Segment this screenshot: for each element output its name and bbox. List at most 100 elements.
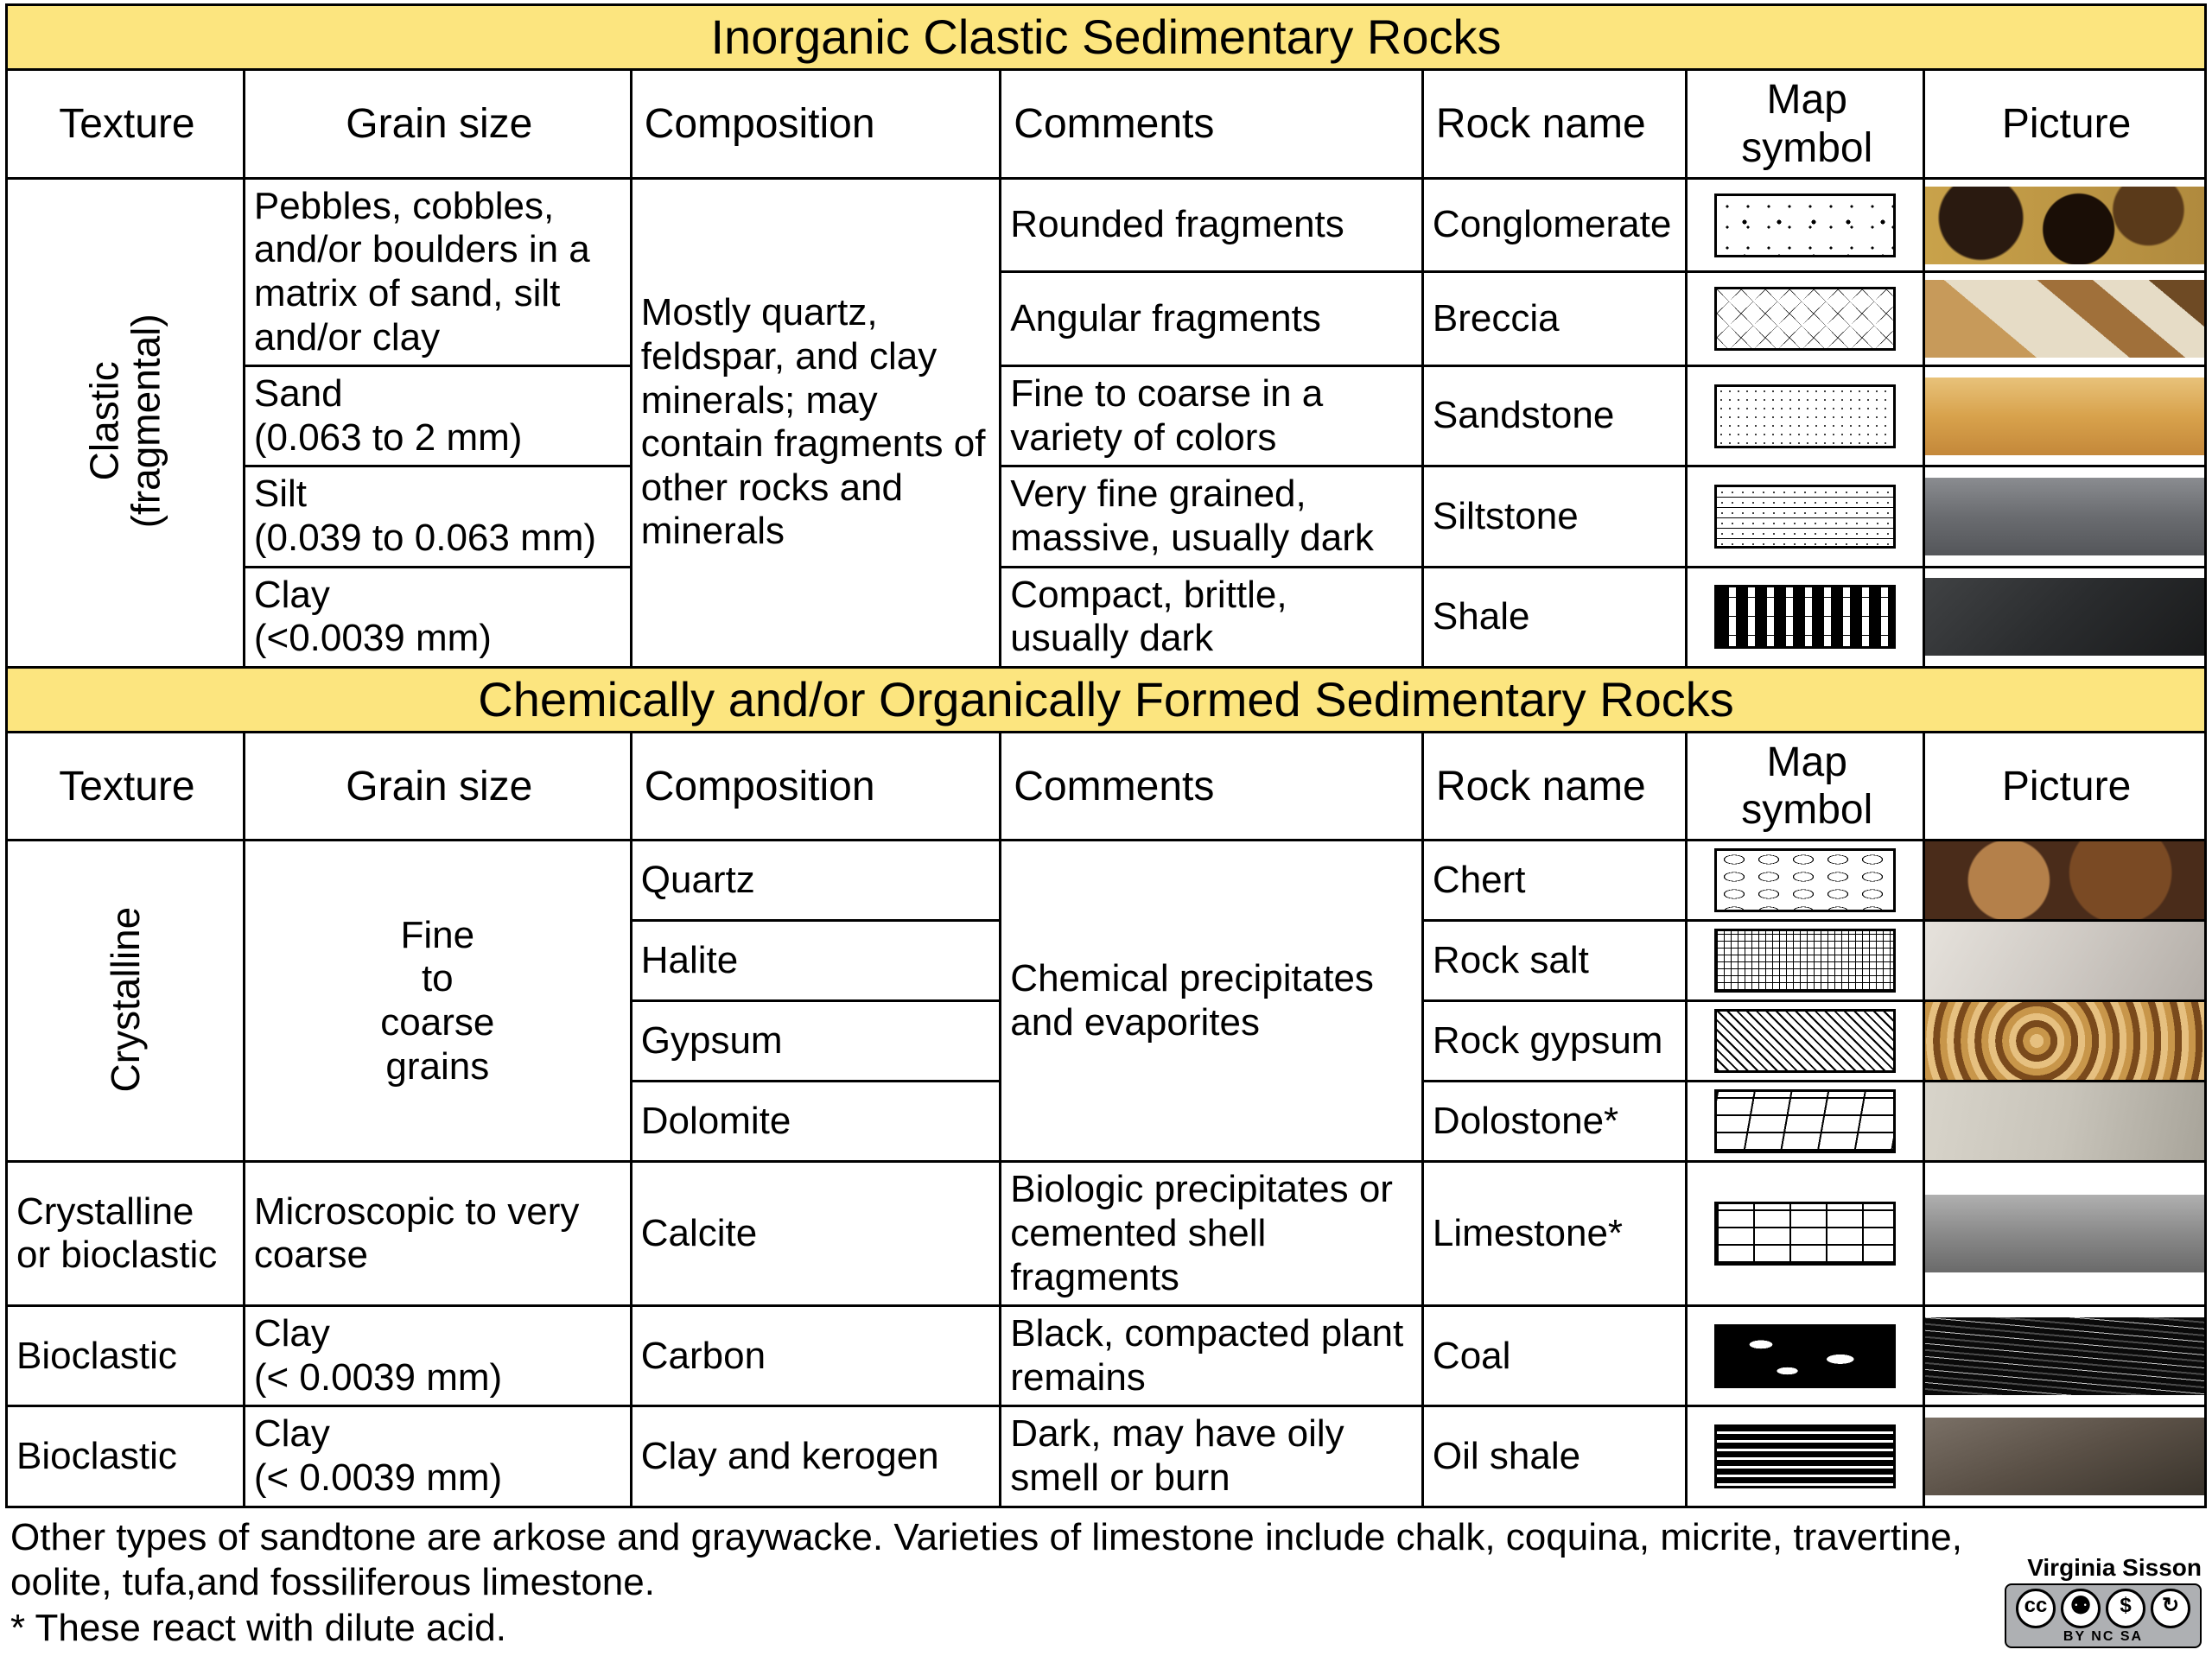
s1-pic-2 <box>1924 366 2206 466</box>
header-row-2: Texture Grain size Composition Comments … <box>7 733 2206 841</box>
s1-row-4: Clay(<0.0039 mm) Compact, brittle, usual… <box>7 567 2206 667</box>
header-row-1: Texture Grain size Composition Comments … <box>7 70 2206 178</box>
footer-notes: Other types of sandtone are arkose and g… <box>5 1508 2207 1653</box>
s1-composition: Mostly quartz, feldspar, and clay minera… <box>631 178 1001 667</box>
s1-grain-4: Clay(<0.0039 mm) <box>244 567 631 667</box>
s2-grain-4: Microscopic to very coarse <box>244 1162 631 1306</box>
s2-sym-4 <box>1687 1162 1924 1306</box>
cc-icons: cc ⚉ $ ↻ <box>2013 1589 2193 1628</box>
s2-tex-5: Bioclastic <box>7 1306 245 1406</box>
cc-license-badge: cc ⚉ $ ↻ BY NC SA <box>2005 1583 2202 1648</box>
s2-tex-6: Bioclastic <box>7 1406 245 1507</box>
s2-pic-4 <box>1924 1162 2206 1306</box>
sedimentary-rocks-table: Inorganic Clastic Sedimentary Rocks Text… <box>5 3 2207 1508</box>
s2-row-oilshale: Bioclastic Clay(< 0.0039 mm) Clay and ke… <box>7 1406 2206 1507</box>
s2-comp-6: Clay and kerogen <box>631 1406 1001 1507</box>
s2-row-0: Crystalline Finetocoarsegrains Quartz Ch… <box>7 841 2206 921</box>
s1-sym-0 <box>1687 178 1924 272</box>
symbol-stripes-icon <box>1714 1424 1896 1488</box>
col-rockname: Rock name <box>1422 70 1686 178</box>
col2-grainsize: Grain size <box>244 733 631 841</box>
col2-picture: Picture <box>1924 733 2206 841</box>
col2-texture: Texture <box>7 733 245 841</box>
s2-comments-crystalline: Chemical precipitates and evaporites <box>1001 841 1423 1162</box>
s1-pic-0 <box>1924 178 2206 272</box>
col-comments: Comments <box>1001 70 1423 178</box>
symbol-triangles-icon <box>1714 287 1896 351</box>
s2-comp-0: Quartz <box>631 841 1001 921</box>
s1-texture-label: Clastic(fragmental) <box>84 314 168 529</box>
s2-grain-6: Clay(< 0.0039 mm) <box>244 1406 631 1507</box>
nc-icon: $ <box>2106 1589 2145 1628</box>
rock-picture <box>1925 478 2204 555</box>
s2-grain-5: Clay(< 0.0039 mm) <box>244 1306 631 1406</box>
col-texture: Texture <box>7 70 245 178</box>
s2-sym-1 <box>1687 921 1924 1001</box>
symbol-bricks-slant-icon <box>1714 1089 1896 1153</box>
col-composition: Composition <box>631 70 1001 178</box>
s2-rock-4: Limestone* <box>1422 1162 1686 1306</box>
s1-comments-3: Very fine grained, massive, usually dark <box>1001 466 1423 567</box>
s2-comp-3: Dolomite <box>631 1082 1001 1162</box>
footer-line-1a: Other types of sandtone are arkose and g… <box>10 1515 1962 1561</box>
col-picture: Picture <box>1924 70 2206 178</box>
s1-comments-4: Compact, brittle, usually dark <box>1001 567 1423 667</box>
s2-rock-0: Chert <box>1422 841 1686 921</box>
s1-grain-2: Sand(0.063 to 2 mm) <box>244 366 631 466</box>
col2-rockname: Rock name <box>1422 733 1686 841</box>
footer-line-2: * These react with dilute acid. <box>10 1606 1962 1652</box>
s2-rock-2: Rock gypsum <box>1422 1001 1686 1082</box>
section2-title: Chemically and/or Organically Formed Sed… <box>7 667 2206 732</box>
rock-picture <box>1925 187 2204 264</box>
s2-grain-crystalline: Finetocoarsegrains <box>244 841 631 1162</box>
cc-labels: BY NC SA <box>2013 1628 2193 1645</box>
symbol-crosshatch-icon <box>1714 929 1896 993</box>
s2-comp-1: Halite <box>631 921 1001 1001</box>
s1-comments-1: Angular fragments <box>1001 272 1423 366</box>
s2-sym-0 <box>1687 841 1924 921</box>
cc-icon: cc <box>2016 1589 2056 1628</box>
s2-comp-5: Carbon <box>631 1306 1001 1406</box>
s1-sym-4 <box>1687 567 1924 667</box>
s2-pic-1 <box>1924 921 2206 1001</box>
s1-texture: Clastic(fragmental) <box>7 178 245 667</box>
symbol-dashes-icon <box>1714 585 1896 649</box>
rock-picture <box>1925 922 2204 999</box>
s2-pic-3 <box>1924 1082 2206 1162</box>
section1-title-row: Inorganic Clastic Sedimentary Rocks <box>7 5 2206 70</box>
col-mapsymbol: Map symbol <box>1687 70 1924 178</box>
s1-row-3: Silt(0.039 to 0.063 mm) Very fine graine… <box>7 466 2206 567</box>
s2-texture-label: Crystalline <box>105 907 146 1093</box>
rock-picture <box>1925 578 2204 656</box>
footer-line-1b: oolite, tufa,and fossiliferous limestone… <box>10 1560 1962 1606</box>
symbol-dots-sparse-icon <box>1714 194 1896 257</box>
s2-rock-6: Oil shale <box>1422 1406 1686 1507</box>
s1-grain-0: Pebbles, cobbles, and/or boulders in a m… <box>244 178 631 365</box>
s2-sym-5 <box>1687 1306 1924 1406</box>
s1-sym-2 <box>1687 366 1924 466</box>
s1-rock-2: Sandstone <box>1422 366 1686 466</box>
s2-rock-5: Coal <box>1422 1306 1686 1406</box>
s1-row-2: Sand(0.063 to 2 mm) Fine to coarse in a … <box>7 366 2206 466</box>
symbol-bricks-icon <box>1714 1202 1896 1266</box>
col2-comments: Comments <box>1001 733 1423 841</box>
s1-rock-0: Conglomerate <box>1422 178 1686 272</box>
s2-pic-6 <box>1924 1406 2206 1507</box>
s2-comments-4: Biologic precipitates or cemented shell … <box>1001 1162 1423 1306</box>
page-container: Inorganic Clastic Sedimentary Rocks Text… <box>0 0 2212 1662</box>
s1-comments-0: Rounded fragments <box>1001 178 1423 272</box>
col2-mapsymbol: Map symbol <box>1687 733 1924 841</box>
rock-picture <box>1925 1317 2204 1395</box>
rock-picture <box>1925 378 2204 455</box>
s2-sym-6 <box>1687 1406 1924 1507</box>
sa-icon: ↻ <box>2151 1589 2190 1628</box>
s1-rock-1: Breccia <box>1422 272 1686 366</box>
rock-picture <box>1925 841 2204 919</box>
symbol-lenses-icon <box>1714 848 1896 912</box>
rock-picture <box>1925 1082 2204 1160</box>
col2-composition: Composition <box>631 733 1001 841</box>
s2-pic-5 <box>1924 1306 2206 1406</box>
s2-texture-crystalline: Crystalline <box>7 841 245 1162</box>
rock-picture <box>1925 1418 2204 1495</box>
s1-sym-1 <box>1687 272 1924 366</box>
